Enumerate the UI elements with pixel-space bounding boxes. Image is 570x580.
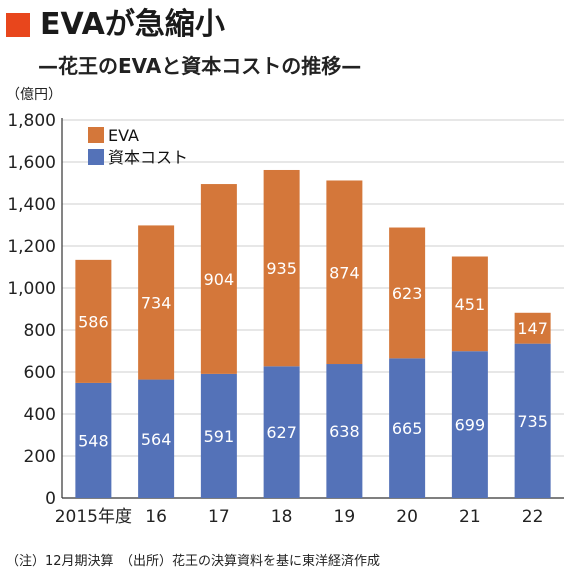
data-label-capital-cost: 665 xyxy=(392,419,423,438)
legend-swatch xyxy=(88,127,104,143)
data-label-eva: 874 xyxy=(329,263,360,282)
data-label-capital-cost: 699 xyxy=(455,416,486,435)
x-tick-label: 20 xyxy=(396,507,418,527)
bar-eva xyxy=(326,180,363,365)
data-label-capital-cost: 564 xyxy=(141,430,172,449)
bar-eva xyxy=(138,225,175,380)
x-tick-label: 21 xyxy=(459,507,481,527)
stacked-bar-chart: 0 200 400 600 800 1,000 1,200 1,400 1,600 1,800 54… xyxy=(7,111,564,527)
title-square-icon xyxy=(6,13,30,37)
bar-capital-cost xyxy=(138,379,175,498)
bar-eva xyxy=(451,256,488,352)
title-block: EVAが急縮小 xyxy=(6,8,225,42)
bar-capital-cost xyxy=(326,364,363,498)
data-label-capital-cost: 548 xyxy=(78,431,109,450)
data-label-eva: 734 xyxy=(141,293,172,312)
y-tick-label: 1,400 xyxy=(7,195,56,215)
data-label-capital-cost: 627 xyxy=(266,423,297,442)
bar-capital-cost xyxy=(451,351,488,498)
y-tick-label: 1,800 xyxy=(7,111,56,131)
bar-eva xyxy=(263,169,300,367)
bar-capital-cost xyxy=(200,373,237,498)
chart-title: EVAが急縮小 xyxy=(40,7,225,42)
x-tick-label: 22 xyxy=(522,507,544,527)
data-label-eva: 935 xyxy=(266,259,297,278)
bar-capital-cost xyxy=(263,366,300,498)
bar-eva xyxy=(389,227,426,359)
data-label-eva: 623 xyxy=(392,284,423,303)
bar-capital-cost xyxy=(389,358,426,498)
y-tick-label: 0 xyxy=(45,489,56,509)
x-tick-label: 19 xyxy=(334,507,356,527)
bar-eva xyxy=(75,259,112,383)
legend-swatch xyxy=(88,149,104,165)
x-tick-label: 17 xyxy=(208,507,230,527)
source-note: （注）12月期決算 （出所）花王の決算資料を基に東洋経済作成 xyxy=(6,554,381,569)
y-tick-label: 600 xyxy=(24,363,56,383)
y-tick-label: 1,000 xyxy=(7,279,56,299)
data-label-capital-cost: 735 xyxy=(517,412,548,431)
bar-eva xyxy=(200,184,237,374)
y-tick-label: 800 xyxy=(24,321,56,341)
unit-label: （億円） xyxy=(6,87,62,103)
data-label-eva: 904 xyxy=(204,270,235,289)
y-tick-label: 400 xyxy=(24,405,56,425)
x-tick-label: 16 xyxy=(145,507,167,527)
y-tick-label: 200 xyxy=(24,447,56,467)
legend-label: EVA xyxy=(108,126,139,145)
bar-eva xyxy=(514,312,551,344)
data-label-capital-cost: 638 xyxy=(329,422,360,441)
data-label-eva: 451 xyxy=(455,295,486,314)
bar-capital-cost xyxy=(514,343,551,498)
bar-capital-cost xyxy=(75,382,112,498)
chart-subtitle: —花王のEVAと資本コストの推移— xyxy=(38,54,362,78)
x-tick-label: 2015年度 xyxy=(55,507,132,527)
y-tick-label: 1,200 xyxy=(7,237,56,257)
data-label-eva: 586 xyxy=(78,312,109,331)
legend-label: 資本コスト xyxy=(108,148,188,167)
x-tick-label: 18 xyxy=(271,507,293,527)
data-label-capital-cost: 591 xyxy=(204,427,235,446)
data-label-eva: 147 xyxy=(517,319,548,338)
y-tick-label: 1,600 xyxy=(7,153,56,173)
